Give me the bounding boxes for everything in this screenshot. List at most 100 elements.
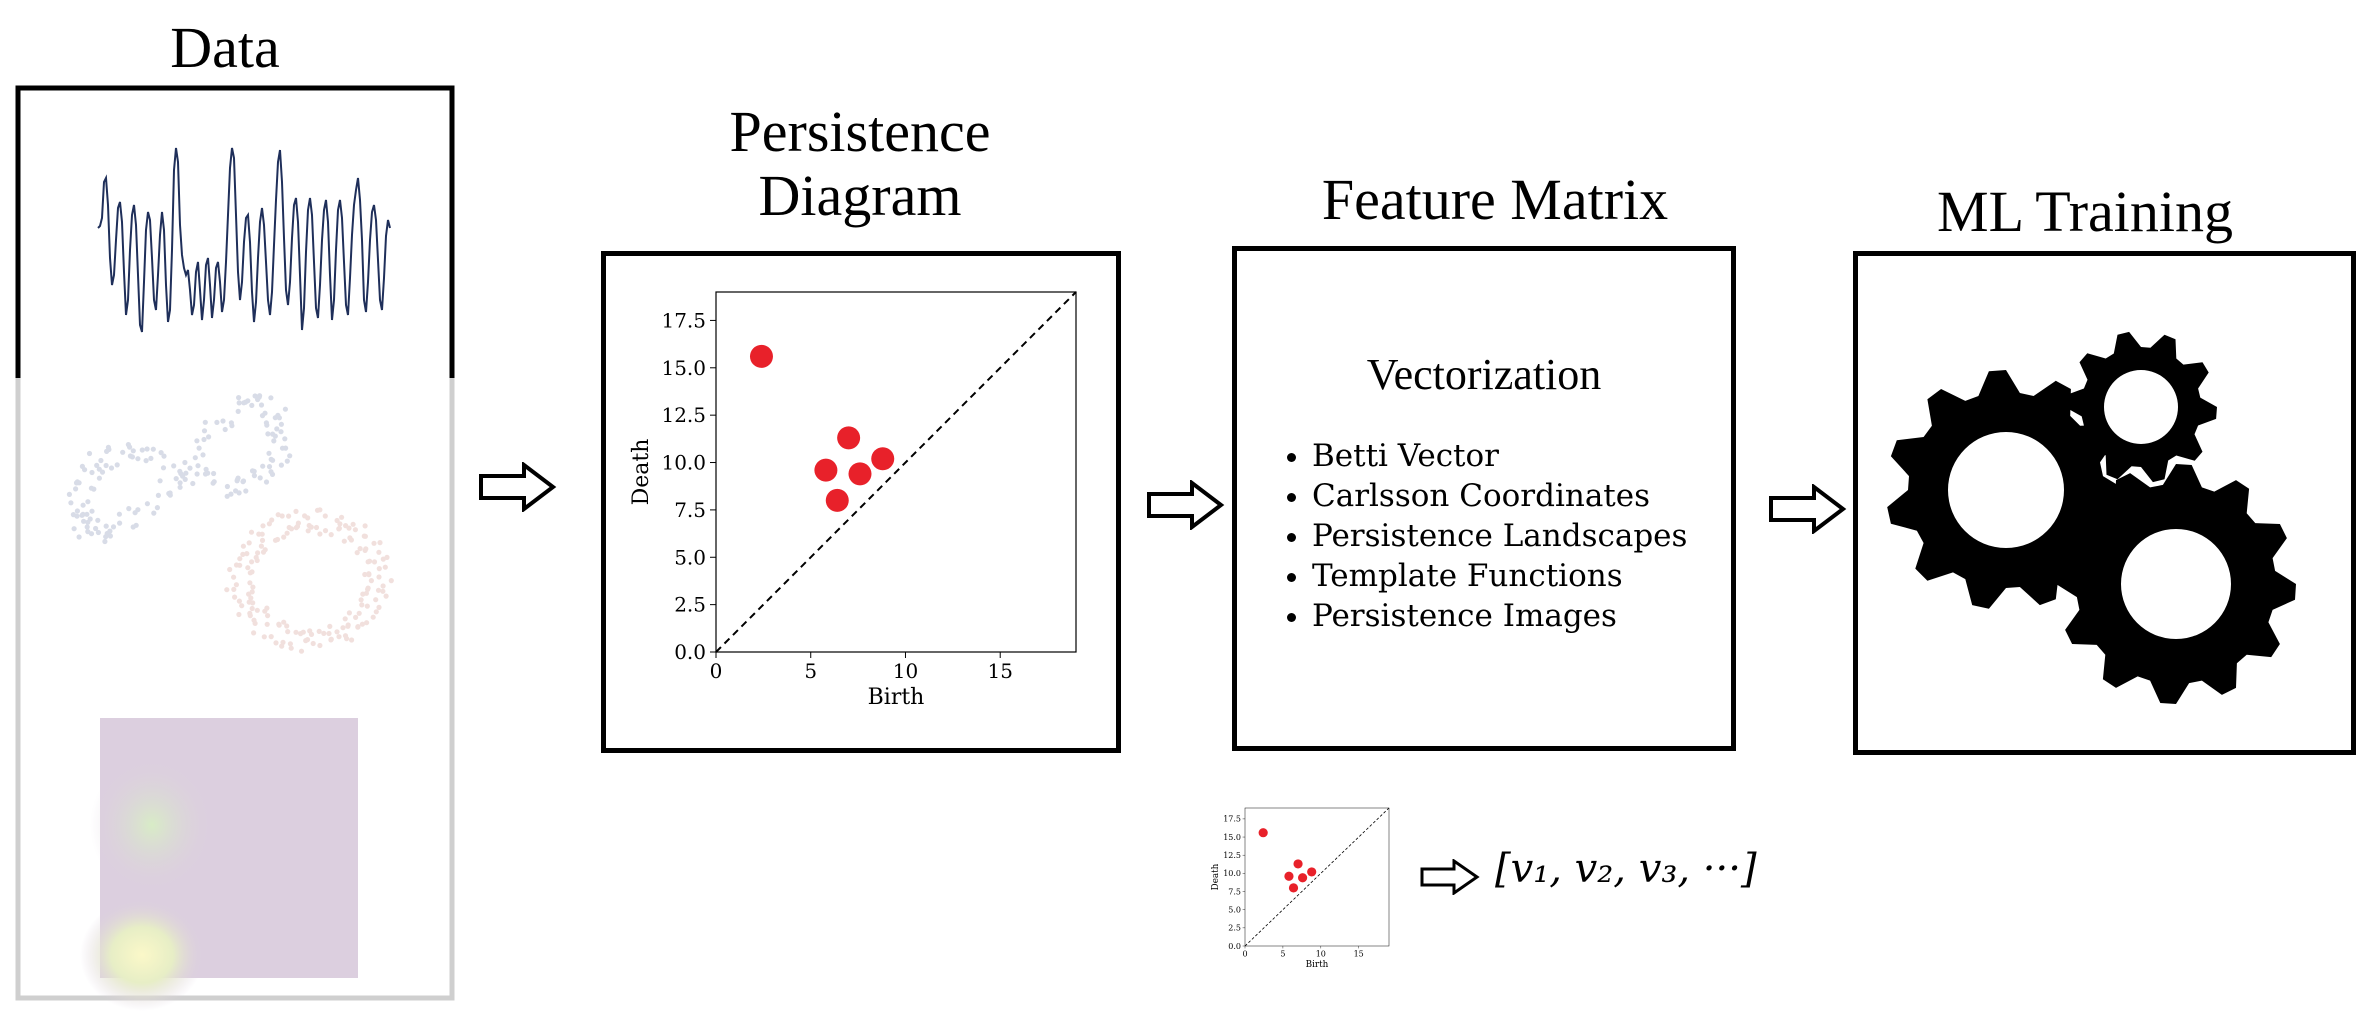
cloud-point — [247, 580, 253, 586]
cloud-point — [94, 462, 100, 468]
cloud-point — [286, 513, 292, 519]
cloud-point — [313, 524, 320, 531]
vectorization-list: Betti Vector Carlsson Coordinates Persis… — [1272, 436, 1687, 636]
cloud-point — [328, 532, 334, 538]
cloud-point — [380, 583, 386, 589]
cloud-point — [270, 431, 276, 437]
cloud-point — [224, 493, 230, 499]
cloud-point — [251, 617, 257, 623]
cloud-point — [144, 446, 150, 452]
cloud-point — [66, 491, 72, 497]
x-tick-label: 15 — [987, 659, 1012, 683]
cloud-point — [228, 491, 234, 497]
cloud-point — [127, 453, 133, 459]
list-item: Persistence Landscapes — [1312, 516, 1687, 556]
cloud-point — [285, 629, 291, 635]
persistence-title-line2: Diagram — [758, 162, 962, 228]
cloud-point — [259, 537, 266, 544]
cloud-point — [336, 634, 342, 640]
x-tick-label: 15 — [1354, 949, 1364, 958]
x-tick-label: 0 — [710, 659, 723, 683]
cloud-point — [148, 455, 154, 461]
cloud-point — [160, 465, 167, 471]
ml-training-box — [1853, 251, 2356, 755]
cloud-point — [365, 585, 371, 591]
cloud-point — [365, 559, 371, 565]
cloud-point — [383, 593, 389, 599]
cloud-point — [190, 480, 196, 487]
y-tick-label: 2.5 — [674, 593, 706, 617]
gears-icon — [1887, 331, 2296, 704]
cloud-point — [294, 523, 301, 530]
cloud-point — [276, 621, 282, 627]
cloud-point — [144, 501, 150, 507]
cloud-point — [380, 556, 386, 562]
cloud-point — [177, 480, 183, 486]
cloud-point — [244, 551, 250, 557]
y-tick-label: 17.5 — [661, 308, 706, 332]
cloud-point — [268, 634, 274, 640]
cloud-point — [350, 521, 356, 527]
cloud-point — [287, 641, 293, 647]
cloud-point — [73, 486, 79, 492]
right-arrow-icon — [1769, 484, 1847, 534]
cloud-point — [249, 569, 255, 575]
data-point — [1293, 859, 1303, 869]
cloud-point — [310, 640, 316, 647]
cloud-point — [103, 534, 109, 540]
cloud-point — [74, 513, 80, 519]
cloud-point — [130, 448, 136, 454]
cloud-point — [268, 456, 274, 462]
cloud-point — [243, 488, 249, 494]
cloud-point — [96, 475, 102, 481]
cloud-point — [272, 415, 278, 421]
cloud-point — [305, 528, 311, 534]
cloud-point — [210, 480, 216, 486]
right-arrow-icon — [1147, 480, 1225, 530]
x-tick-label: 0 — [1242, 949, 1247, 958]
cloud-point — [247, 613, 253, 619]
cloud-point — [103, 523, 109, 529]
cloud-point — [104, 448, 110, 454]
time-series-plot — [97, 147, 391, 333]
cloud-point — [281, 619, 287, 625]
y-tick-label: 5.0 — [674, 545, 706, 569]
cloud-point — [275, 512, 281, 518]
cloud-point — [95, 529, 101, 536]
y-tick-label: 5.0 — [1228, 905, 1241, 914]
cloud-point — [264, 621, 270, 627]
cloud-point — [234, 477, 240, 483]
cloud-point — [79, 463, 85, 469]
cloud-point — [110, 524, 117, 530]
gear-large-left — [1887, 370, 2126, 609]
cloud-point — [231, 574, 237, 580]
cloud-point — [278, 462, 284, 468]
cloud-point — [68, 500, 74, 506]
cloud-point — [236, 490, 242, 496]
cloud-point — [258, 402, 265, 408]
right-arrow-icon — [479, 462, 557, 512]
cloud-point — [196, 445, 202, 451]
gear-large-right — [2056, 464, 2296, 704]
cloud-point — [284, 623, 290, 629]
cloud-point — [224, 483, 230, 490]
cloud-point — [246, 599, 252, 605]
cloud-point — [263, 420, 269, 426]
cloud-point — [76, 534, 82, 540]
cloud-point — [236, 395, 242, 401]
cloud-point — [251, 473, 257, 479]
cloud-point — [346, 610, 352, 616]
cloud-point — [192, 455, 198, 461]
cloud-point — [370, 614, 376, 620]
cloud-point — [151, 510, 157, 516]
cloud-point — [74, 508, 80, 514]
cloud-point — [266, 464, 273, 470]
cloud-point — [143, 458, 149, 464]
cloud-point — [279, 513, 285, 519]
cloud-point — [71, 526, 77, 532]
data-point — [1284, 871, 1294, 881]
data-point — [1298, 873, 1308, 883]
ml-training-title: ML Training — [1937, 179, 2233, 244]
cloud-point — [282, 436, 288, 442]
cloud-point — [201, 428, 208, 434]
